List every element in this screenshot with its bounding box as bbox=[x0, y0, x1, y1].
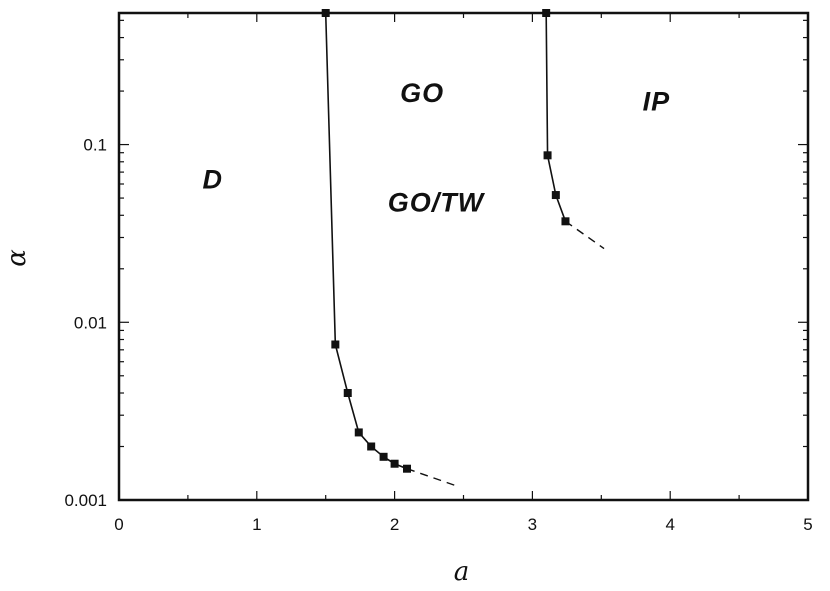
x-tick-label: 5 bbox=[803, 515, 812, 534]
region-label: D bbox=[202, 165, 223, 195]
y-tick-label: 0.1 bbox=[83, 136, 107, 155]
data-point bbox=[542, 9, 551, 17]
x-tick-label: 2 bbox=[390, 515, 399, 534]
data-point bbox=[331, 340, 340, 349]
data-point bbox=[543, 151, 552, 160]
data-point bbox=[551, 191, 560, 200]
y-axis-title: α bbox=[2, 249, 32, 267]
region-label: GO/TW bbox=[388, 188, 486, 218]
x-tick-label: 4 bbox=[665, 515, 674, 534]
data-point bbox=[354, 428, 363, 437]
x-tick-label: 1 bbox=[252, 515, 261, 534]
plot-frame bbox=[117, 11, 810, 502]
axes: 0 1 2 3 4 5 0.001 0.01 0.1 a α bbox=[2, 11, 813, 587]
data-point bbox=[403, 464, 412, 473]
data-point bbox=[379, 452, 388, 461]
boundary-line-2 bbox=[545, 12, 567, 222]
data-point bbox=[367, 442, 376, 451]
series-layer bbox=[321, 9, 605, 487]
boundary-extrapolation-2 bbox=[565, 220, 605, 250]
data-point bbox=[561, 217, 570, 226]
boundary-extrapolation-1 bbox=[406, 468, 457, 487]
data-point bbox=[390, 459, 399, 468]
x-axis-title: a bbox=[454, 557, 470, 587]
y-tick-label: 0.001 bbox=[64, 491, 107, 510]
region-label: GO bbox=[400, 78, 444, 108]
region-label: IP bbox=[643, 87, 671, 117]
boundary-line-1 bbox=[324, 12, 408, 470]
labels-layer: D GO GO/TW IP bbox=[202, 78, 671, 218]
data-point bbox=[343, 389, 352, 398]
data-point bbox=[321, 9, 330, 17]
x-tick-label: 3 bbox=[528, 515, 537, 534]
x-tick-label: 0 bbox=[114, 515, 123, 534]
y-tick-label: 0.01 bbox=[74, 313, 107, 332]
